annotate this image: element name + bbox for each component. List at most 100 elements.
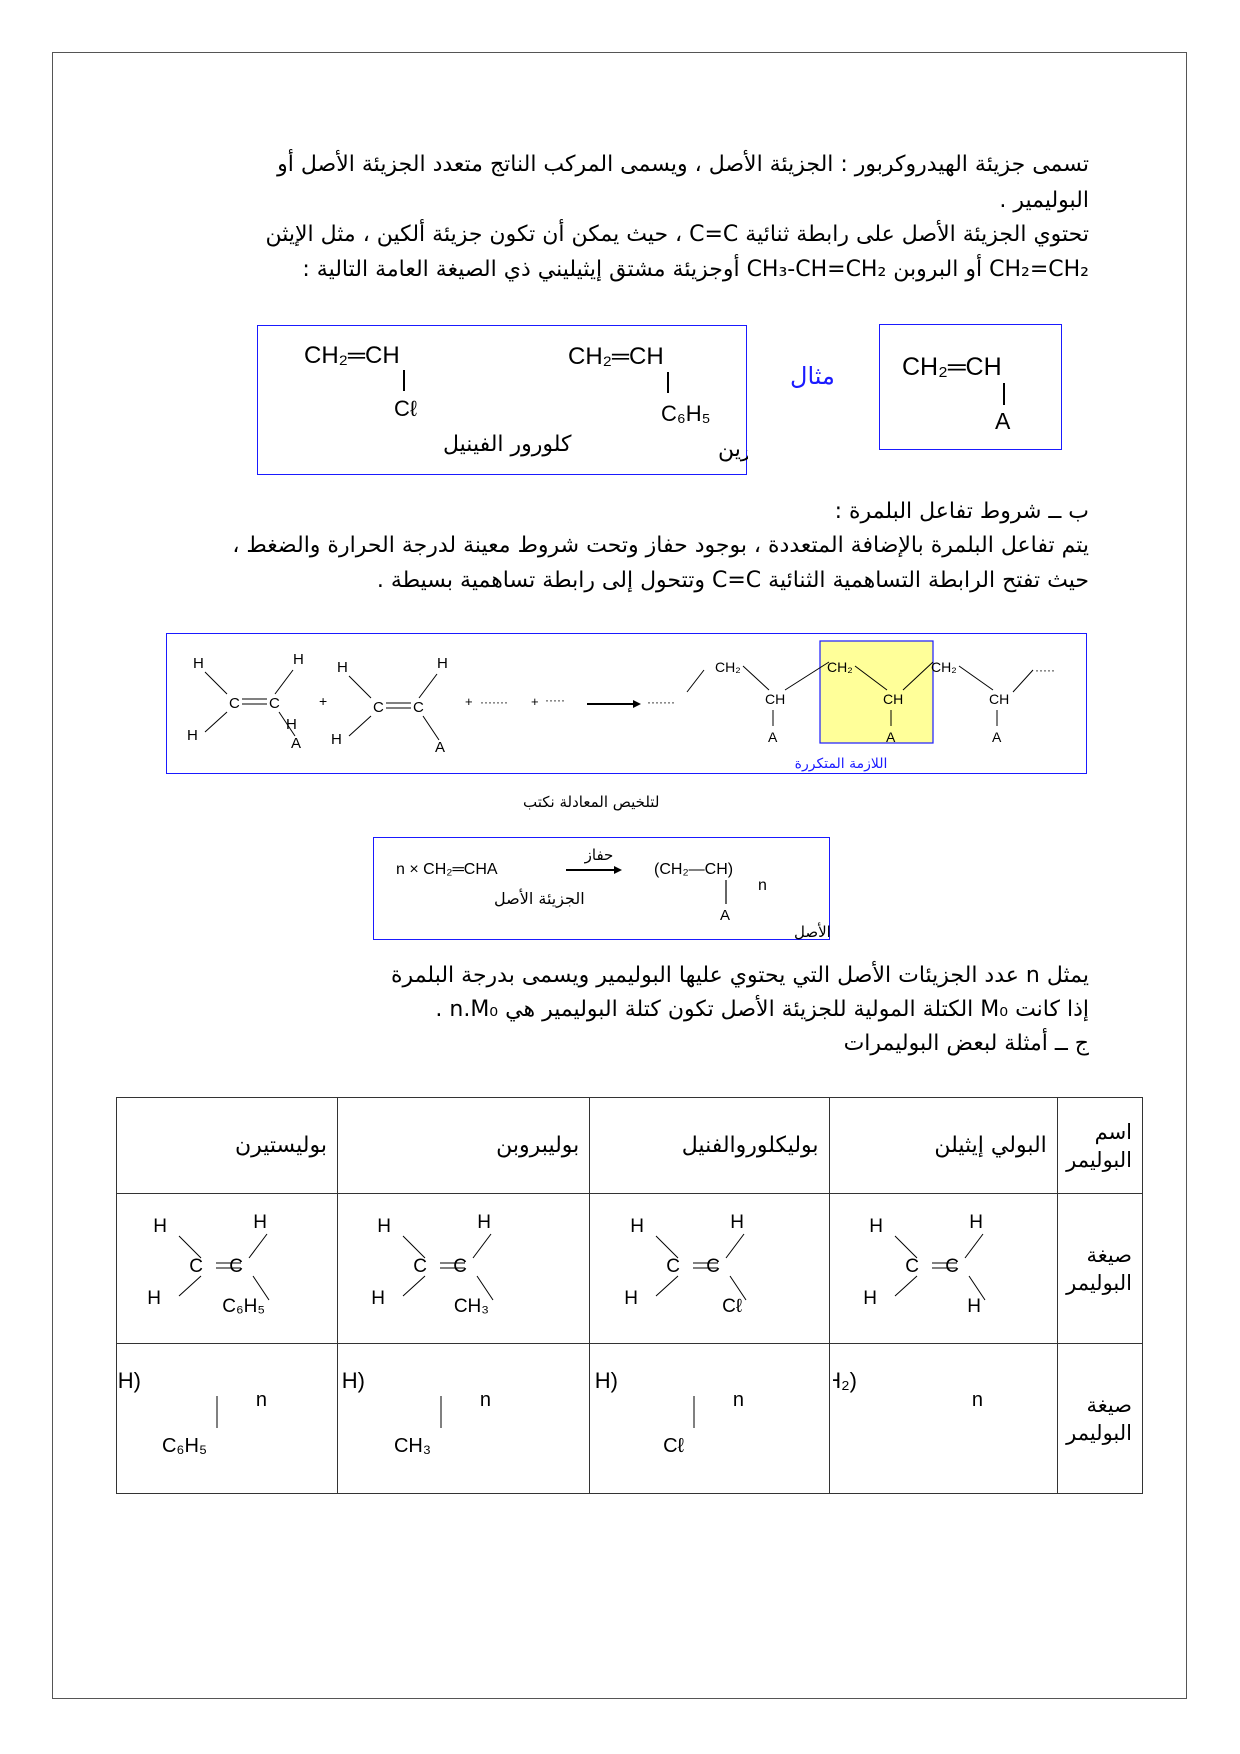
substituent-label: A	[435, 739, 445, 756]
polymers-table: اسم البوليمر البولي إيثيلن بوليكلوروالفن…	[32, 1097, 1144, 1494]
bond-line	[729, 1275, 746, 1301]
polymer-cell: (CH₂—CH) n CH₃	[257, 1343, 591, 1494]
atom-label: H	[286, 716, 297, 733]
polymer-n: n	[758, 877, 767, 894]
substituent-label: Cℓ	[663, 1435, 684, 1457]
row-label-polymer: صيغة البوليمر	[1056, 1343, 1144, 1494]
bond-line	[854, 665, 888, 691]
atom-label: H	[372, 1288, 386, 1309]
polymer-formula: (CH₂—CH)	[117, 1368, 141, 1393]
vinyl-chloride-name: كلورور الفينيل	[443, 432, 572, 457]
substituent-label: C₆H₅	[162, 1435, 207, 1457]
dots: ·····	[1035, 663, 1055, 677]
repeat-unit-highlight	[819, 640, 934, 744]
plus-sign: +	[531, 694, 539, 709]
bond-line	[476, 1275, 494, 1301]
atom-label: C	[454, 1256, 468, 1277]
polymer-n: n	[972, 1389, 983, 1411]
atom-label: H	[630, 1216, 644, 1237]
bond-line	[742, 665, 770, 691]
bond-line	[725, 1233, 744, 1259]
ch-label: CH	[989, 691, 1009, 707]
atom-label: H	[337, 659, 348, 676]
bond-line	[178, 1235, 202, 1259]
bond-line	[655, 1275, 678, 1297]
monomer-cell: H H C C H C₆H₅	[116, 1193, 338, 1344]
polymer-formula: (CH₂—CH₂)	[833, 1368, 857, 1393]
atom-label: H	[331, 731, 342, 748]
polymer-name: بوليستيرن	[116, 1097, 338, 1194]
bond-line	[274, 669, 294, 695]
page-border	[52, 52, 1187, 1699]
bond-line	[894, 1235, 918, 1259]
bond-line	[686, 669, 705, 693]
atom-label: H	[153, 1216, 167, 1237]
atom-label: H	[863, 1288, 877, 1309]
bond-line	[894, 1275, 918, 1297]
polymer-n: n	[732, 1389, 743, 1411]
monomer-cell: H H C C H CH₃	[336, 1193, 591, 1344]
styrene-sub: C₆H₅	[661, 401, 711, 426]
substituent-label: A	[291, 735, 301, 752]
bond-line	[968, 1275, 986, 1301]
atom-label: C	[373, 699, 384, 716]
atom-label: H	[378, 1216, 392, 1237]
polymer-structure: (CH₂—CH) n C₆H₅	[32, 1368, 267, 1457]
conditions-title: ب ــ شروط تفاعل البلمرة :	[834, 499, 1089, 524]
conditions-line-2: حيث تفتح الرابطة التساهمية الثنائية C=C …	[376, 568, 1089, 593]
vinyl-chloride-sub: Cℓ	[394, 396, 418, 421]
monomer-label: الجزيئة الأصل	[494, 888, 585, 909]
polymerization-svg: H HC CH AH+H HC CH A+ ······· + ····· ·······CH₂CH…	[187, 640, 1055, 772]
bond-line	[958, 665, 994, 691]
bond-line	[418, 673, 438, 699]
polymer-name: بوليكلوروالفنيل	[589, 1097, 830, 1194]
bond-line	[402, 1235, 426, 1259]
bond-line	[248, 1233, 268, 1259]
arrow-head-icon	[633, 700, 641, 708]
substituent-label: CH₃	[454, 1296, 489, 1317]
polymer-structure: (CH₂—CH) n CH₃	[257, 1368, 492, 1457]
plus-sign: +	[465, 694, 473, 709]
bond-line	[422, 715, 440, 741]
substituent-label: A	[768, 729, 778, 745]
atom-label: C	[945, 1256, 959, 1277]
polymer-structure: (CH₂—CH) n Cℓ	[509, 1368, 744, 1457]
general-formula-box: CH₂═CH A	[879, 324, 1062, 450]
atom-label: H	[253, 1212, 267, 1233]
substituent-label: CH₃	[394, 1435, 431, 1457]
styrene-formula: CH₂═CH	[568, 343, 664, 370]
bond-line	[204, 671, 228, 695]
substituent-label: A	[992, 729, 1002, 745]
degree-line-2: إذا كانت M₀ الكتلة المولية للجزيئة الأصل…	[435, 997, 1089, 1022]
polymer-formula: (CH₂—CH)	[654, 861, 733, 878]
atom-label: H	[869, 1216, 883, 1237]
examples-box: CH₂═CH Cℓ كلورور الفينيل CH₂═CH C₆H₅ الس…	[257, 325, 799, 475]
bond-line	[1012, 669, 1034, 693]
substituent-label: A	[886, 729, 896, 745]
atom-label: H	[293, 651, 304, 668]
summary-equation-box: n × CH₂═CHA الجزيئة الأصل حفاز (CH₂—CH) …	[373, 837, 918, 941]
dots: ·······	[480, 695, 508, 709]
polymer-sub: A	[720, 907, 730, 924]
polymerization-diagram: H H C C H A H + H H C C H A + ······· + ····· ······· CH₂ CH…	[166, 633, 1087, 774]
substituent-label: Cℓ	[722, 1296, 742, 1317]
atom-label: C	[666, 1256, 680, 1277]
ch2-label: CH₂	[715, 659, 741, 675]
monomer-formula: n × CH₂═CHA	[396, 861, 498, 878]
ch2-label: CH₂	[827, 659, 853, 675]
bond-line	[252, 1275, 270, 1301]
summary-caption: لتلخيص المعادلة نكتب	[523, 793, 660, 811]
bond-line	[655, 1235, 678, 1259]
atom-label: H	[730, 1212, 744, 1233]
conditions-line-1: يتم تفاعل البلمرة بالإضافة المتعددة ، بو…	[232, 533, 1089, 558]
polymer-name: بوليبروبن	[336, 1097, 591, 1194]
general-sub: A	[995, 408, 1011, 434]
degree-line-3: ج ــ أمثلة لبعض البوليمرات	[843, 1031, 1089, 1056]
plus-sign: +	[319, 693, 327, 709]
degree-line-1: يمثل n عدد الجزيئات الأصل التي يحتوي علي…	[391, 963, 1089, 988]
styrene-name: الستيرين	[718, 437, 748, 462]
polymer-n: n	[256, 1389, 267, 1411]
vinyl-chloride-formula: CH₂═CH	[304, 342, 400, 369]
repeat-unit-label: اللازمة المتكررة	[795, 756, 888, 772]
